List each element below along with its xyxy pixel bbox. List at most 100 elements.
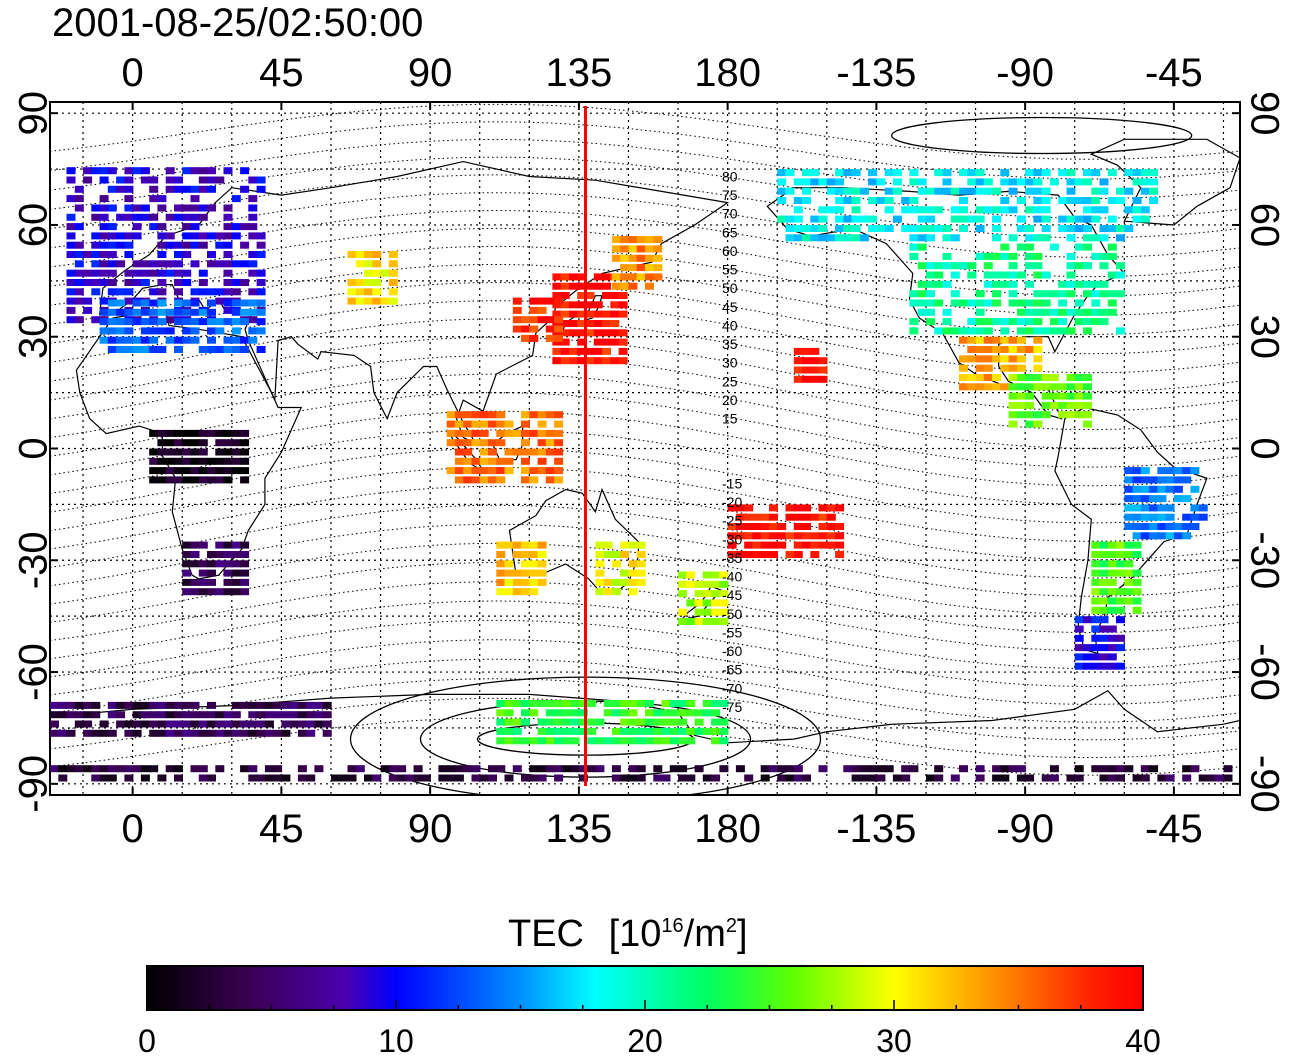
tec-cell bbox=[198, 467, 208, 475]
tec-cell bbox=[1157, 513, 1167, 521]
tec-cell bbox=[66, 701, 76, 709]
tec-cell bbox=[1058, 318, 1068, 326]
tec-cell bbox=[1000, 197, 1010, 204]
tec-cell bbox=[1074, 215, 1084, 223]
tec-cell bbox=[223, 346, 233, 353]
tec-cell bbox=[777, 215, 787, 223]
tec-cell bbox=[1173, 467, 1183, 475]
tec-cell bbox=[223, 288, 233, 296]
tec-cell bbox=[1025, 206, 1035, 214]
tec-cell bbox=[603, 737, 613, 745]
tec-cell bbox=[1116, 774, 1125, 782]
tec-cell bbox=[529, 737, 539, 745]
tec-cell bbox=[569, 273, 578, 281]
tec-cell bbox=[719, 737, 729, 745]
tec-cell bbox=[785, 504, 795, 512]
tec-cell bbox=[372, 260, 382, 268]
tec-cell bbox=[785, 169, 795, 177]
tec-cell bbox=[1099, 606, 1109, 614]
tec-cell bbox=[74, 765, 84, 773]
tec-cell bbox=[165, 765, 175, 773]
tec-cell bbox=[1107, 225, 1117, 232]
tec-cell bbox=[835, 225, 845, 232]
tec-cell bbox=[702, 590, 712, 598]
tec-cell bbox=[223, 729, 233, 737]
tec-cell bbox=[1124, 597, 1134, 605]
tec-cell bbox=[496, 467, 506, 475]
tec-cell bbox=[967, 215, 977, 223]
tec-cell bbox=[653, 765, 663, 773]
tec-cell bbox=[364, 297, 373, 305]
tec-cell bbox=[215, 765, 225, 773]
tec-cell bbox=[124, 327, 134, 335]
tec-cell bbox=[901, 765, 911, 773]
tec-cell bbox=[83, 701, 93, 709]
tec-cell bbox=[1000, 178, 1010, 186]
tec-cell bbox=[207, 346, 216, 353]
tec-cell bbox=[182, 185, 192, 193]
tec-cell bbox=[802, 513, 811, 521]
tec-cell bbox=[678, 618, 688, 625]
tec-cell bbox=[1182, 532, 1192, 540]
tec-cell bbox=[959, 197, 968, 204]
tec-cell bbox=[198, 167, 208, 175]
tec-cell bbox=[1041, 327, 1051, 335]
tec-cell bbox=[1140, 774, 1150, 782]
tec-cell bbox=[165, 476, 175, 484]
tec-cell bbox=[1025, 401, 1035, 409]
tec-cell bbox=[66, 223, 76, 231]
tec-cell bbox=[1091, 634, 1101, 642]
tec-cell bbox=[983, 374, 993, 381]
tec-cell bbox=[585, 301, 595, 309]
tec-cell bbox=[636, 700, 646, 707]
tec-cell bbox=[1074, 662, 1084, 670]
tec-cell bbox=[223, 299, 233, 307]
contour-label: -65 bbox=[722, 662, 742, 678]
tec-cell bbox=[653, 709, 663, 717]
tec-cell bbox=[1025, 280, 1035, 288]
tec-cell bbox=[248, 336, 258, 344]
tec-cell bbox=[1041, 290, 1051, 298]
tec-cell bbox=[1099, 578, 1109, 586]
tec-cell bbox=[636, 727, 646, 735]
tec-cell bbox=[1000, 318, 1010, 326]
tec-cell bbox=[851, 774, 861, 782]
tec-cell bbox=[314, 701, 324, 709]
tec-cell bbox=[909, 225, 919, 232]
tec-cell bbox=[198, 541, 208, 549]
tec-cell bbox=[593, 310, 603, 318]
tec-cell bbox=[620, 727, 630, 735]
tec-cell bbox=[1025, 392, 1035, 400]
tec-cell bbox=[107, 279, 117, 286]
tec-cell bbox=[529, 588, 539, 596]
tec-cell bbox=[174, 279, 183, 286]
tec-cell bbox=[504, 448, 514, 456]
tec-cell bbox=[1124, 169, 1134, 177]
tec-cell bbox=[1099, 588, 1109, 596]
tec-cell bbox=[132, 232, 142, 240]
tec-cell bbox=[959, 262, 968, 270]
tec-cell bbox=[810, 357, 820, 365]
tec-cell bbox=[124, 765, 134, 773]
tec-cell bbox=[587, 765, 597, 773]
tec-cell bbox=[1099, 765, 1109, 773]
lon-label-top: 135 bbox=[546, 51, 613, 95]
tec-cell bbox=[182, 729, 192, 737]
tec-cell bbox=[1000, 327, 1010, 335]
tec-cell bbox=[611, 588, 621, 596]
tec-cell bbox=[611, 700, 621, 707]
tec-cell bbox=[157, 269, 167, 277]
tec-cell bbox=[967, 327, 977, 335]
tec-cell bbox=[1132, 169, 1142, 177]
tec-cell bbox=[157, 346, 167, 353]
tec-cell bbox=[1124, 225, 1134, 232]
tec-cell bbox=[926, 225, 935, 232]
tec-cell bbox=[240, 578, 250, 586]
tec-cell bbox=[1091, 290, 1101, 298]
tec-cell bbox=[570, 765, 580, 773]
tec-cell bbox=[124, 288, 134, 296]
tec-cell bbox=[1008, 318, 1018, 326]
tec-cell bbox=[1033, 252, 1043, 260]
tec-cell bbox=[1173, 485, 1183, 493]
tec-cell bbox=[256, 346, 266, 353]
